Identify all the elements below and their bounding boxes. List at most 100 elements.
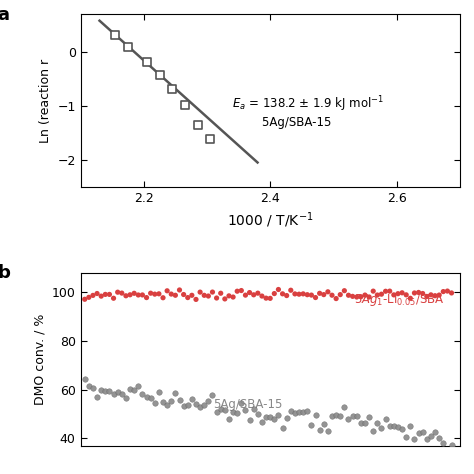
Point <box>439 439 447 447</box>
Point <box>365 293 373 301</box>
Point <box>357 293 365 301</box>
Point <box>410 289 418 297</box>
Point <box>237 287 245 294</box>
Point <box>312 411 319 419</box>
Point <box>93 290 101 297</box>
Point <box>229 408 237 416</box>
Point <box>201 292 208 299</box>
Point <box>81 295 89 303</box>
Point <box>402 291 410 299</box>
Point <box>114 388 121 395</box>
Point <box>448 441 456 449</box>
Y-axis label: Ln (reaction r: Ln (reaction r <box>39 58 52 143</box>
Point <box>291 409 299 416</box>
Point <box>328 292 336 299</box>
Point <box>106 387 113 394</box>
Point <box>164 287 171 294</box>
Point <box>382 287 389 295</box>
Point <box>423 292 430 300</box>
Point <box>124 43 132 50</box>
Point <box>233 287 241 295</box>
Point <box>303 407 311 415</box>
Point <box>147 394 155 401</box>
Point <box>101 388 109 395</box>
Point <box>155 388 163 396</box>
Point <box>283 414 291 421</box>
Point <box>337 412 344 420</box>
Point <box>320 291 328 299</box>
Point <box>237 399 245 407</box>
Point <box>374 291 381 299</box>
Point <box>357 419 365 427</box>
Point <box>250 291 257 299</box>
Point <box>167 290 175 298</box>
Point <box>209 392 216 399</box>
Point <box>415 429 422 437</box>
Point <box>217 290 225 297</box>
Point <box>97 292 105 300</box>
Point <box>194 121 201 128</box>
Point <box>130 290 138 297</box>
Point <box>205 292 212 300</box>
Point <box>233 409 241 417</box>
Point <box>300 409 307 416</box>
Point <box>300 290 307 298</box>
Point <box>180 402 187 410</box>
Point <box>217 405 225 413</box>
Point <box>291 290 299 298</box>
Point <box>101 291 109 298</box>
Point <box>303 291 311 299</box>
Point <box>147 290 155 297</box>
Point <box>353 293 361 301</box>
Point <box>196 288 204 296</box>
Point <box>246 289 254 296</box>
Point <box>444 449 451 456</box>
Point <box>427 432 435 439</box>
Point <box>386 287 393 295</box>
Point <box>159 294 167 301</box>
Text: a: a <box>0 6 9 24</box>
Point <box>262 413 270 420</box>
Point <box>93 393 101 401</box>
Point <box>180 291 187 298</box>
Point <box>337 291 344 299</box>
Point <box>361 419 369 427</box>
Point <box>213 408 220 415</box>
Point <box>110 294 118 302</box>
Point <box>402 433 410 441</box>
Point <box>221 407 228 414</box>
Point <box>407 294 414 302</box>
Point <box>151 291 159 298</box>
Point <box>271 416 278 423</box>
Point <box>341 287 348 294</box>
Point <box>332 411 340 419</box>
Point <box>225 415 233 423</box>
Point <box>242 292 249 299</box>
Point <box>295 408 303 416</box>
Point <box>431 292 439 300</box>
Point <box>410 435 418 443</box>
Point <box>130 386 138 393</box>
Point <box>172 292 179 299</box>
Point <box>320 420 328 428</box>
Point <box>427 291 435 299</box>
Point <box>390 291 398 299</box>
Point <box>287 408 294 415</box>
Point <box>271 290 278 297</box>
Point <box>349 412 356 419</box>
Point <box>176 286 183 294</box>
Point <box>155 290 163 298</box>
Point <box>254 410 262 418</box>
Point <box>135 291 142 299</box>
Point <box>308 292 315 299</box>
Point <box>122 394 130 402</box>
Point <box>181 101 189 109</box>
Point <box>365 413 373 420</box>
Point <box>188 396 196 403</box>
Point <box>138 391 146 398</box>
Point <box>111 31 119 38</box>
Point <box>143 58 151 65</box>
Point <box>262 294 270 302</box>
Point <box>225 292 233 300</box>
Point <box>386 422 393 430</box>
